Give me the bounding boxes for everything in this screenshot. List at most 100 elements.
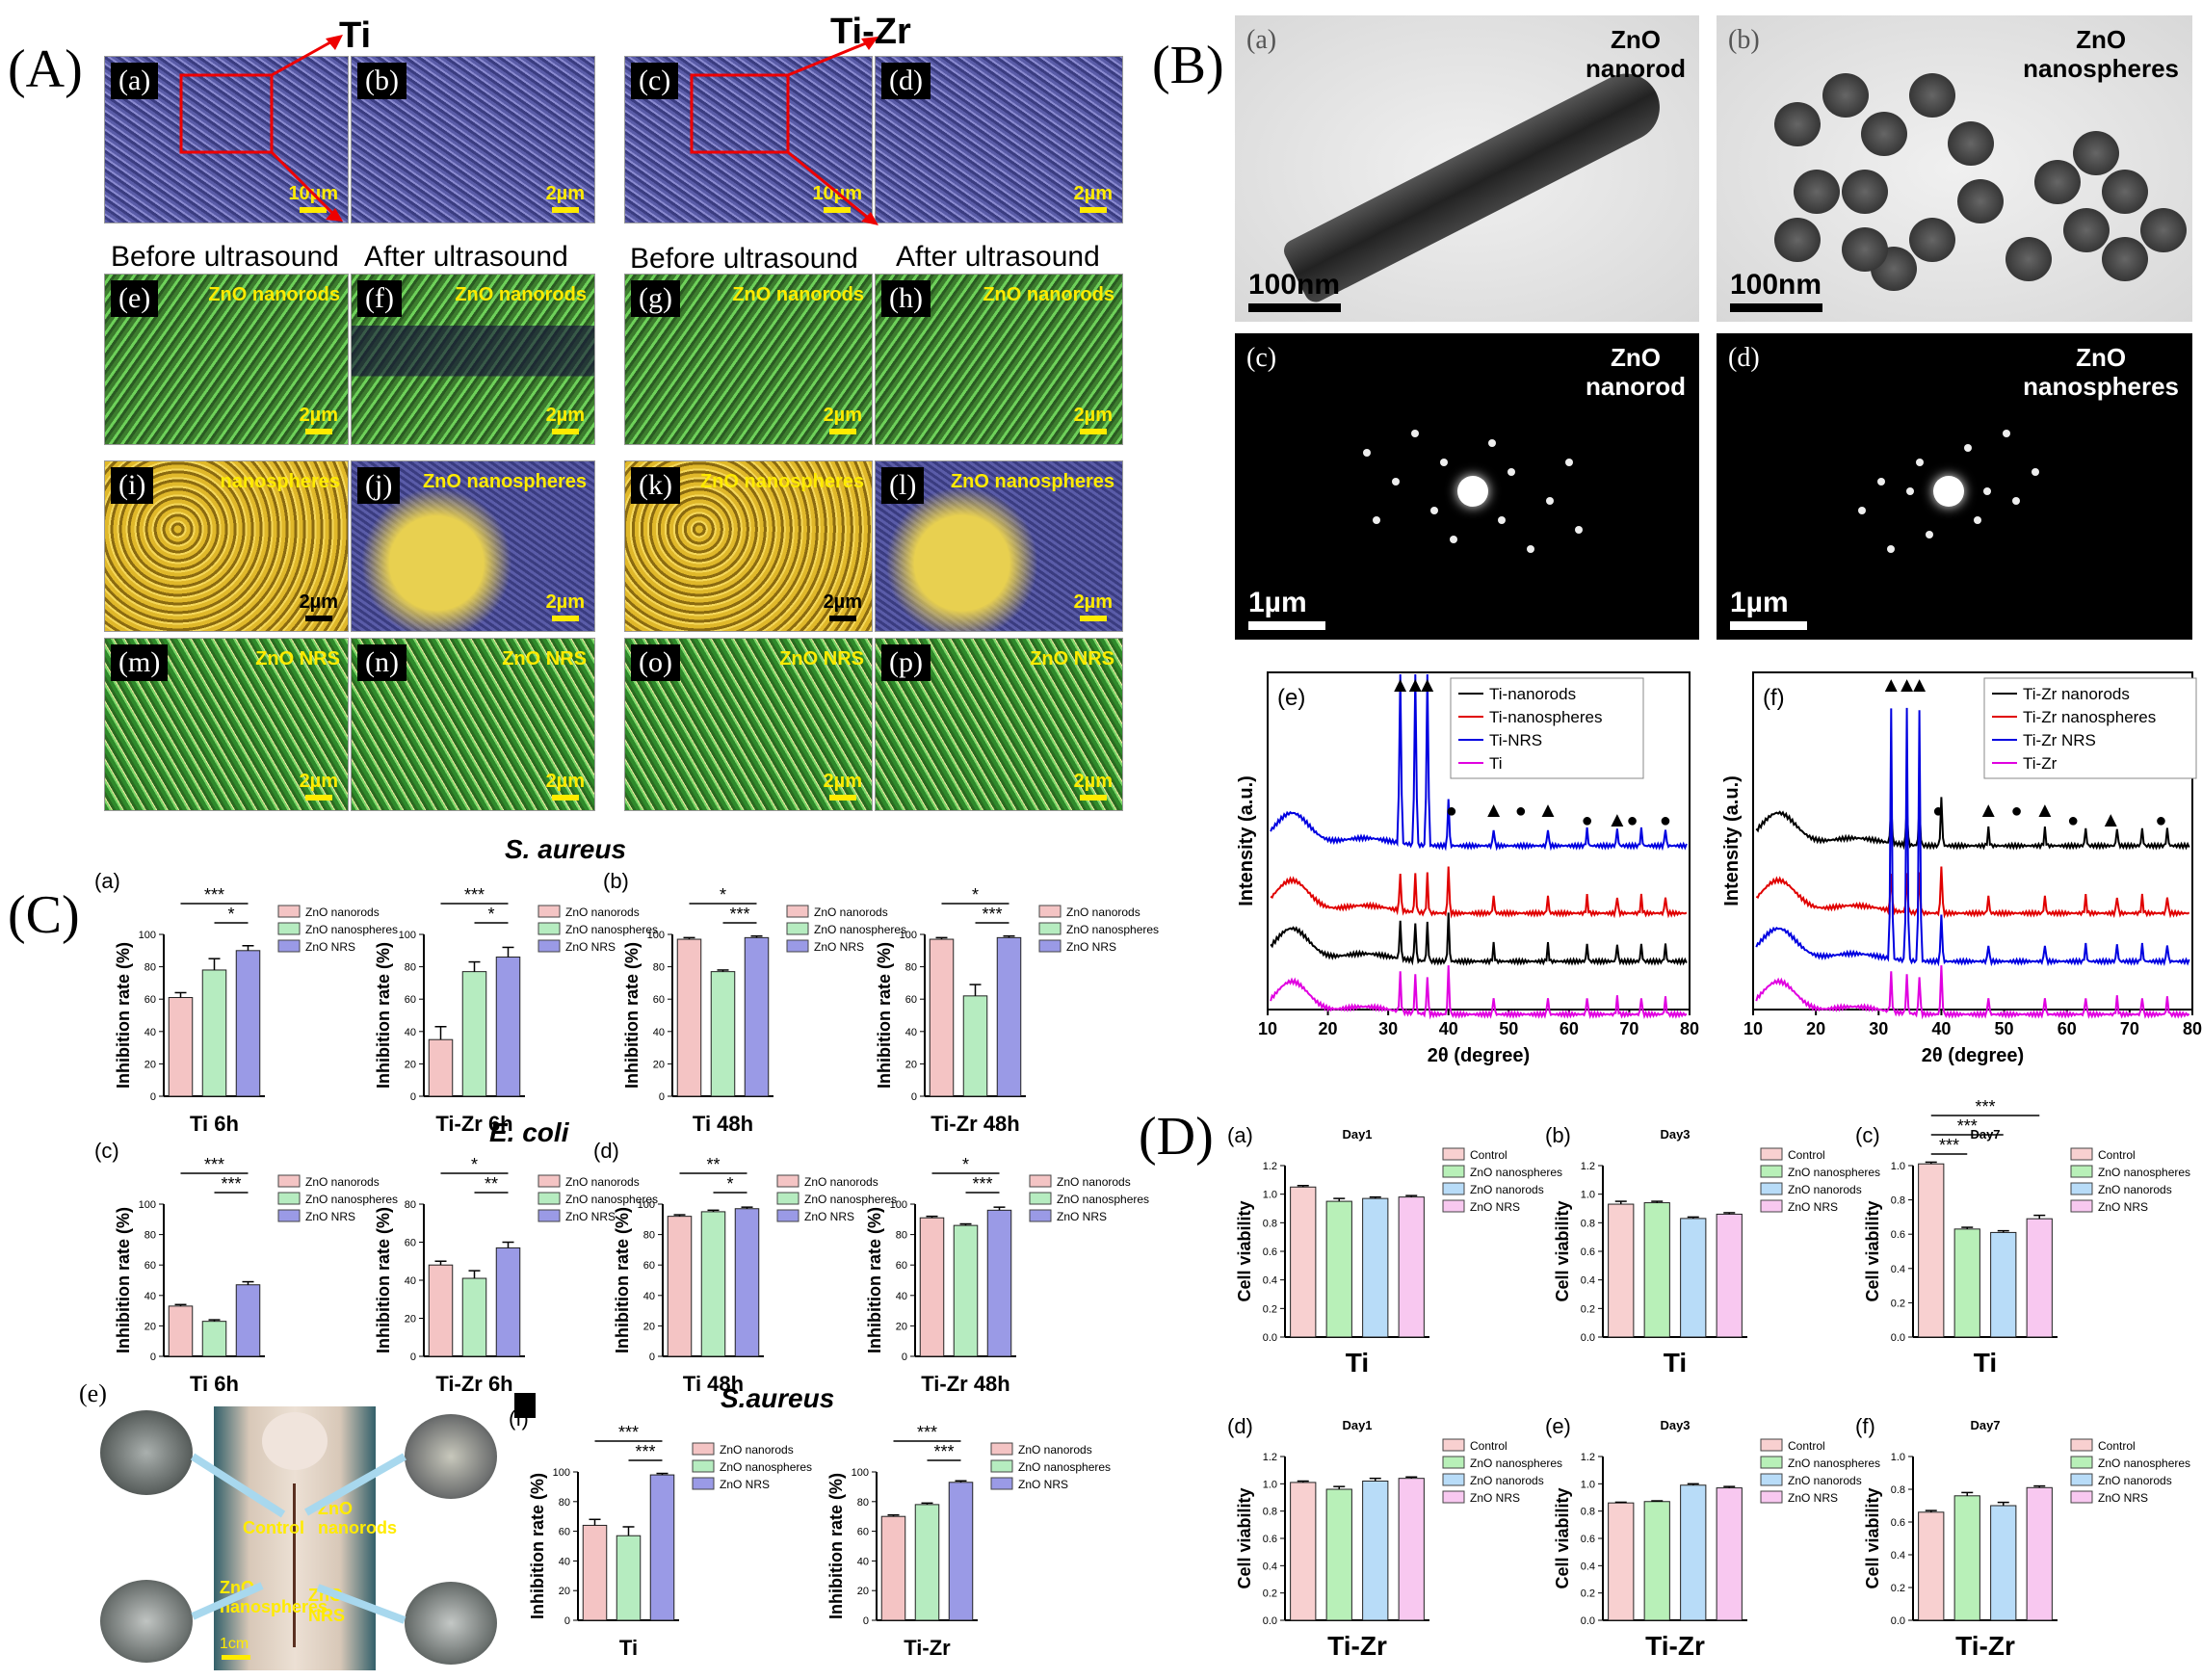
tem-name: ZnO nanorod (1586, 25, 1686, 83)
legend-swatch (2070, 1473, 2093, 1486)
legend-label: ZnO nanospheres (1470, 1457, 1562, 1470)
y-tick-label: 0 (564, 1615, 570, 1627)
bar-zno-nanorods (1680, 1484, 1707, 1621)
bar-zno-nanospheres (962, 995, 988, 1097)
y-tick-label: 60 (905, 994, 917, 1006)
legend-swatch (1442, 1147, 1465, 1161)
legend-swatch (2070, 1147, 2093, 1161)
y-tick-label: 100 (139, 930, 156, 941)
sem-tag: (i) (111, 467, 154, 504)
x-axis-label: Ti-Zr 48h (921, 1372, 1010, 1396)
bar-zno-nanorods (1680, 1218, 1707, 1338)
legend-label: ZnO nanospheres (305, 1193, 398, 1206)
y-tick-label: 100 (852, 1467, 869, 1479)
chart-tag: (e) (1545, 1414, 1571, 1438)
bar-zno-nrs (1716, 1487, 1743, 1621)
tem-image-b: (b) ZnO nanospheres 100nm (1717, 15, 2192, 322)
tem-tag: (b) (1728, 25, 1760, 55)
y-tick-label: 0.6 (1263, 1247, 1277, 1258)
significance-label: *** (618, 1423, 639, 1442)
sem-tag: (p) (881, 644, 931, 681)
xrd-series-line (1270, 965, 1688, 1020)
chart-tag: (d) (1227, 1414, 1253, 1438)
y-tick-label: 0 (410, 1352, 416, 1363)
legend-swatch (1038, 939, 1062, 953)
y-tick-label: 0.2 (1891, 1298, 1905, 1309)
y-axis-label: Cell viability (1553, 1487, 1572, 1588)
bar-zno-nrs (495, 957, 521, 1097)
y-tick-label: 40 (559, 1556, 570, 1567)
tem-tag: (d) (1728, 343, 1760, 373)
chart-tag: (b) (1545, 1123, 1571, 1147)
sem-tag: (h) (881, 280, 931, 317)
chart-C-f2: 0 20 40 60 80 100 Inhibition rate (%) ****** Ti-… (826, 1423, 1111, 1660)
legend-label: ZnO nanospheres (1470, 1166, 1562, 1179)
legend-swatch (277, 1209, 301, 1222)
legend-label: ZnO NRS (1470, 1491, 1520, 1505)
chart-C-a2: 0 20 40 60 80 100 Inhibition rate (%) **** Ti-Zr… (374, 885, 658, 1136)
legend-box (1983, 677, 2197, 779)
legend-swatch (692, 1477, 715, 1490)
panel-letter-b: (B) (1152, 36, 1224, 95)
legend-label: ZnO NRS (814, 940, 864, 954)
header-before-tizr: Before ultrasound (630, 243, 858, 275)
sem-label: ZnO NRS (1030, 648, 1114, 669)
x-axis-label: Ti (619, 1636, 638, 1660)
y-tick-label: 0.4 (1891, 1264, 1905, 1275)
sem-tag: (j) (357, 467, 401, 504)
y-tick-label: 0.0 (1581, 1332, 1595, 1344)
y-tick-label: 0.0 (1891, 1332, 1905, 1344)
chart-tag: (c) (94, 1139, 119, 1163)
sem-label: ZnO NRS (502, 648, 587, 669)
legend-label: ZnO NRS (1066, 940, 1116, 954)
significance-label: * (720, 885, 726, 905)
legend-label: ZnO nanorods (1788, 1474, 1862, 1487)
panel-letter-d: (D) (1139, 1107, 1214, 1167)
legend-label: ZnO nanospheres (305, 923, 398, 936)
sem-scale-bar: 2µm (300, 771, 338, 801)
legend-label: ZnO nanospheres (1066, 923, 1159, 936)
y-tick-label: 80 (144, 962, 156, 974)
legend-swatch (786, 939, 809, 953)
y-tick-label: 40 (405, 1027, 416, 1038)
chart-tag: (b) (603, 869, 629, 893)
sem-label: ZnO nanorods (732, 284, 864, 305)
legend-swatch (1760, 1490, 1783, 1504)
x-axis-label: Ti 48h (683, 1372, 744, 1396)
significance-label: *** (933, 1442, 954, 1461)
chart-C-b2: 0 20 40 60 80 100 Inhibition rate (%) **** Ti-Zr… (875, 885, 1159, 1136)
y-tick-label: 0.6 (1581, 1247, 1595, 1258)
rat-head (262, 1412, 328, 1470)
zoom-indicator-ti (179, 35, 343, 222)
x-axis-label: Ti-Zr (1955, 1631, 2015, 1661)
bar-zno-nanospheres (1325, 1488, 1352, 1621)
bar-control (1918, 1511, 1945, 1621)
y-tick-label: 1.0 (1581, 1479, 1595, 1490)
y-tick-label: 1.0 (1891, 1452, 1905, 1463)
tem-image-d: (d) ZnO nanospheres 1µm (1717, 333, 2192, 640)
legend-label: Ti-Zr (2023, 754, 2058, 773)
xrd-peak-marker: ● (2067, 810, 2079, 831)
y-axis-label: Cell viability (1863, 1487, 1882, 1588)
y-axis-label: Inhibition rate (%) (374, 1207, 393, 1353)
y-tick-label: 80 (559, 1497, 570, 1509)
y-tick-label: 0.8 (1581, 1507, 1595, 1518)
legend-swatch (1029, 1192, 1052, 1205)
legend-label: ZnO NRS (565, 1210, 616, 1223)
sem-image-a: (a)10µm (104, 56, 349, 223)
significance-label: *** (464, 885, 485, 905)
xrd-peak-marker: ● (2155, 810, 2166, 831)
bar-zno-nanospheres (201, 1321, 227, 1357)
x-axis-label: Ti-Zr (904, 1636, 951, 1660)
significance-label: *** (635, 1442, 655, 1461)
x-tick-label: 20 (1806, 1019, 1825, 1038)
y-axis-label: Inhibition rate (%) (865, 1207, 884, 1353)
y-tick-label: 60 (896, 1260, 907, 1272)
sem-tag: (b) (357, 63, 406, 99)
chart-C-a1: 0 20 40 60 80 100 Inhibition rate (%) **** Ti 6h… (94, 869, 398, 1136)
bar-zno-nanorods (168, 1305, 194, 1357)
bar-zno-nanorods (428, 1038, 454, 1097)
legend-label: Control (1470, 1148, 1507, 1162)
y-axis-label: Inhibition rate (%) (622, 942, 642, 1089)
y-tick-label: 20 (896, 1321, 907, 1332)
